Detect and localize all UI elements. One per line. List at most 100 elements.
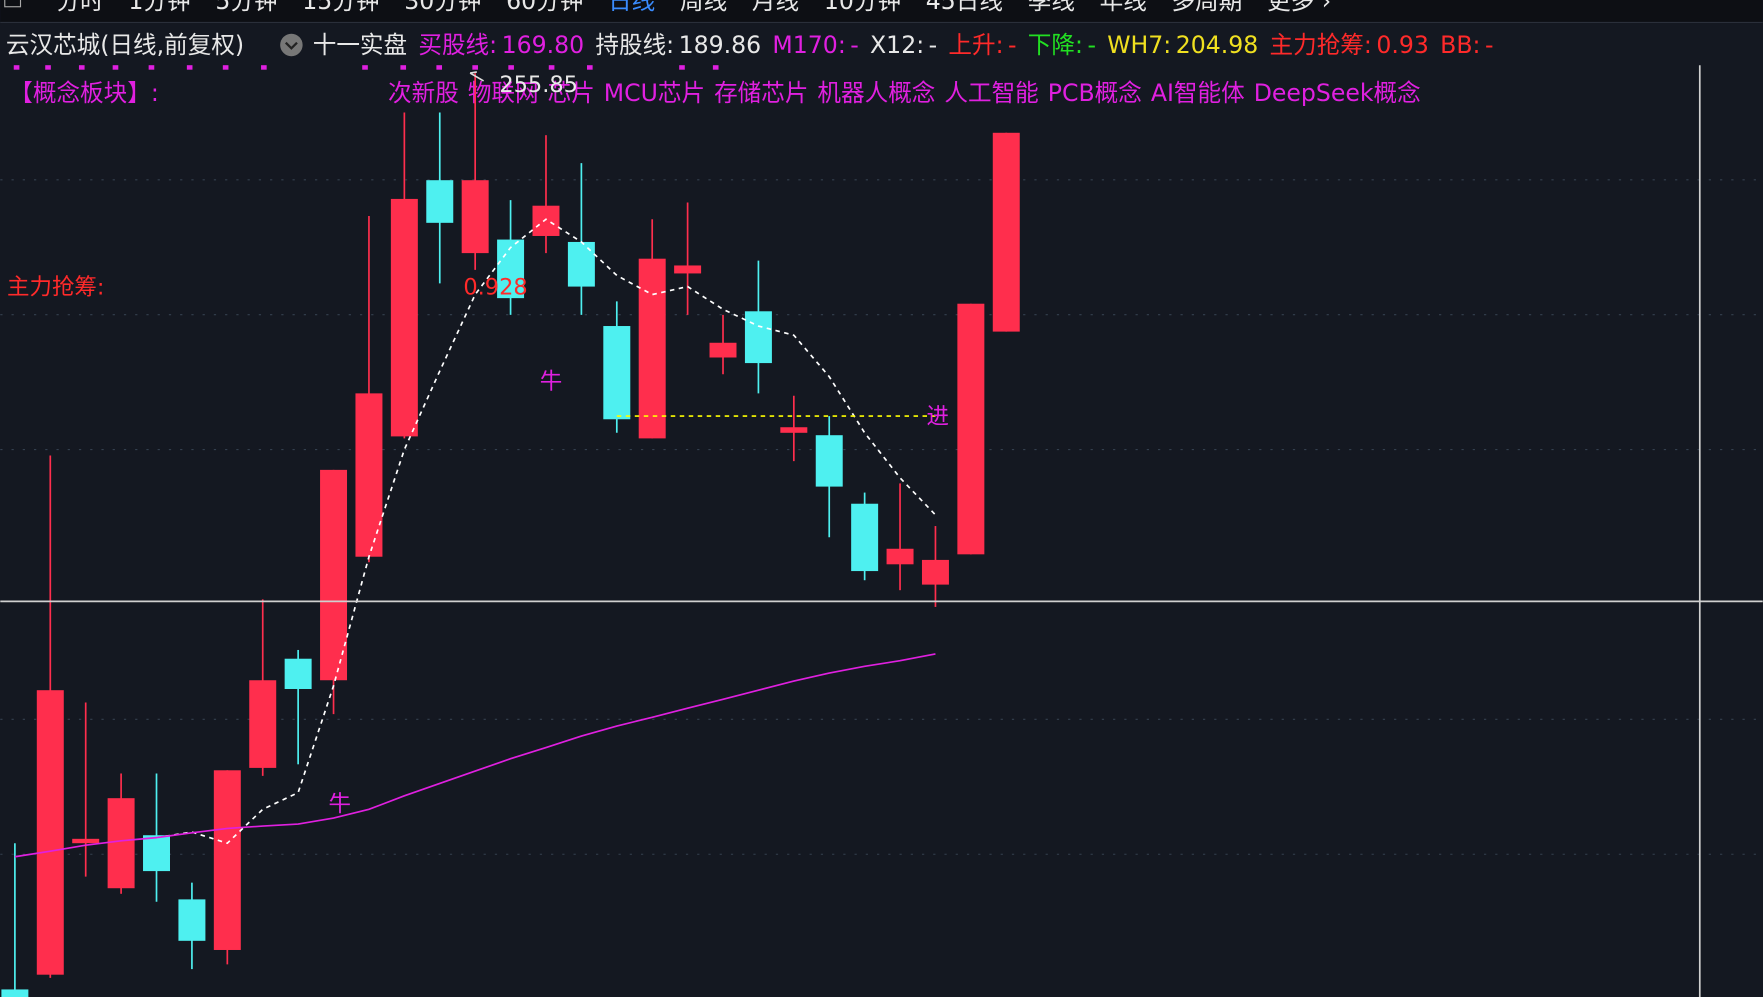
indicator-value: 189.86 (679, 31, 762, 59)
enter-mark: 进 (926, 404, 948, 430)
side-label: 主力抢筹: (7, 274, 104, 300)
concept-tag[interactable]: 机器人概念 (817, 79, 935, 107)
candle-body (674, 265, 702, 274)
candle-body (36, 690, 64, 975)
account: 十一实盘 (313, 31, 407, 59)
tab[interactable]: 1分钟 (128, 0, 190, 15)
candle-body (72, 838, 100, 844)
indicator-label: 下降: (1028, 31, 1083, 59)
indicator-value: 0.93 (1376, 31, 1429, 59)
candle-body (851, 503, 879, 572)
tab[interactable]: 日线 (608, 0, 655, 15)
candle-body (390, 198, 418, 437)
concept-tag[interactable]: AI智能体 (1151, 79, 1245, 107)
candle-body (992, 132, 1020, 332)
tab[interactable]: 更多 › (1267, 0, 1331, 15)
ratio-label: 0.928 (463, 274, 527, 300)
candle-body (957, 303, 985, 555)
tab[interactable]: 月线 (752, 0, 799, 15)
tab[interactable]: 季线 (1028, 0, 1075, 15)
dot (78, 65, 85, 70)
dot (13, 65, 20, 70)
toolbar-icon[interactable] (4, 0, 22, 8)
indicator-value: - (1008, 31, 1017, 59)
tab[interactable]: 5分钟 (215, 0, 277, 15)
plot (1, 73, 1020, 997)
candle-body (921, 559, 949, 585)
candle-body (461, 180, 489, 254)
stock-name: 云汉芯城(日线,前复权) (6, 31, 244, 59)
indicator-value: 204.98 (1176, 31, 1259, 59)
tab[interactable]: 周线 (680, 0, 727, 15)
candle-body (320, 469, 348, 681)
indicator-value: - (929, 31, 938, 59)
tab[interactable]: 多周期 (1172, 0, 1243, 15)
peak-arrow (469, 71, 485, 82)
candle-body (497, 239, 525, 299)
candle-body (638, 258, 666, 439)
candle-body (1, 989, 29, 997)
dot (679, 65, 685, 70)
dropdown-icon[interactable] (280, 33, 303, 57)
concept-tag[interactable]: 芯片 (548, 79, 595, 107)
indicator-line (14, 653, 936, 858)
tab[interactable]: 10分钟 (824, 0, 901, 15)
indicator-bar: 十一实盘 买股线: 169.80 持股线: 189.86 M170: - X12: - 上升: - 下… (313, 31, 1494, 59)
indicator-value: - (850, 31, 859, 59)
concept-tag[interactable]: PCB概念 (1048, 79, 1142, 107)
concept-tag[interactable]: 次新股 (388, 79, 459, 107)
bull-mark: 牛 (540, 369, 562, 395)
toolbar-bg (0, 0, 1763, 23)
indicator-label: 持股线: (595, 31, 674, 59)
indicator-label: 买股线: (418, 31, 497, 59)
tab[interactable]: 30分钟 (404, 0, 481, 15)
tab[interactable]: 15分钟 (302, 0, 379, 15)
concept-tag[interactable]: MCU芯片 (604, 79, 705, 107)
candle-body (886, 548, 914, 565)
dot (436, 65, 443, 70)
indicator-label: 主力抢筹: (1270, 31, 1372, 59)
dropdown-arrow (284, 41, 298, 50)
concept-tag[interactable]: DeepSeek概念 (1254, 79, 1421, 107)
concept-tag[interactable]: 物联网 (468, 79, 539, 107)
tab[interactable]: 60分钟 (506, 0, 583, 15)
candle-body (426, 180, 454, 223)
dot (508, 65, 514, 70)
dot (186, 65, 193, 70)
candle-body (567, 241, 595, 287)
indicator-value: - (1087, 31, 1096, 59)
dot (548, 65, 555, 70)
dot (712, 65, 719, 70)
tab[interactable]: 分时 (56, 0, 103, 15)
concept-label: 【概念板块】: (9, 79, 159, 107)
dot (400, 65, 407, 70)
indicator-value: 169.80 (502, 31, 585, 59)
peak-label: 255.85 (499, 72, 578, 98)
dot (261, 65, 267, 70)
indicator-line (156, 218, 937, 845)
candle-body (815, 435, 843, 487)
bull-mark: 牛 (328, 792, 350, 818)
tab[interactable]: 年线 (1100, 0, 1147, 15)
dot (362, 65, 368, 70)
dot (587, 65, 593, 70)
candle-body (143, 835, 170, 872)
dot (472, 65, 478, 70)
signal-dots (13, 65, 719, 70)
indicator-label: 上升: (948, 31, 1003, 59)
candle-body (249, 680, 277, 768)
indicator-label: M170: (772, 31, 845, 59)
tab[interactable]: 45日线 (926, 0, 1003, 15)
concept-tag[interactable]: 人工智能 (944, 79, 1038, 107)
candle-body (213, 770, 241, 950)
concept-tag[interactable]: 存储芯片 (714, 79, 808, 107)
candle-body (744, 311, 772, 364)
dot (112, 65, 119, 70)
candle-body (178, 899, 206, 941)
indicator-label: WH7: (1107, 31, 1171, 59)
indicator-label: X12: (870, 31, 924, 59)
concept-bar: 【概念板块】: 次新股 物联网 芯片 MCU芯片 存储芯片 机器人概念 人工智能 PCB概念 AI… (9, 79, 1421, 107)
dot (148, 65, 155, 70)
candle-body (709, 342, 737, 358)
